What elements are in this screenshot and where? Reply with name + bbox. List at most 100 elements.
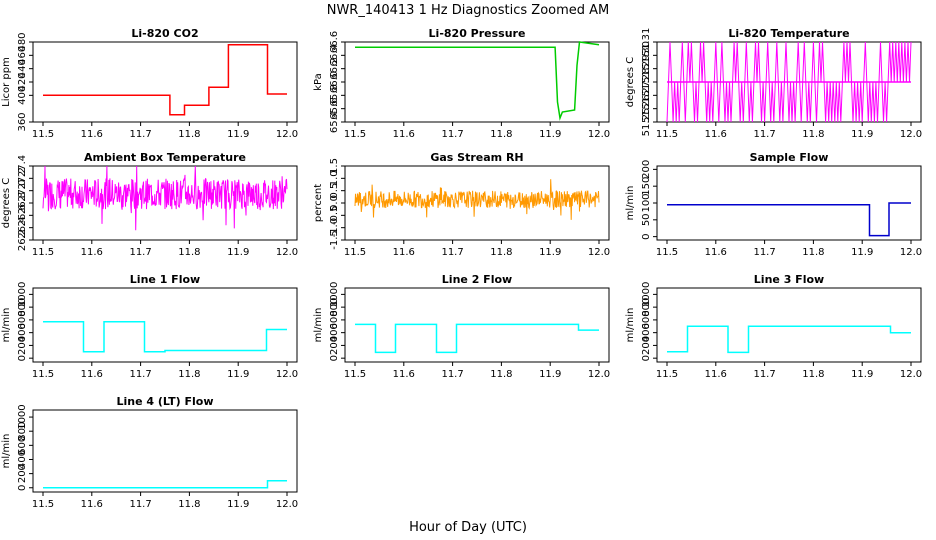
x-tick-label: 12.0 — [276, 369, 298, 380]
chart-title: Sample Flow — [750, 151, 829, 164]
y-axis-label: ml/min — [625, 186, 636, 221]
y-tick-label: 420 — [17, 72, 28, 91]
x-tick-label: 11.9 — [539, 369, 561, 380]
y-axis-label: ml/min — [1, 434, 12, 469]
y-tick-label: 26.8 — [17, 192, 28, 214]
y-axis-label: Licor ppm — [1, 57, 12, 107]
x-tick-label: 11.5 — [32, 369, 54, 380]
x-tick-label: 11.6 — [81, 499, 103, 510]
x-tick-label: 11.9 — [227, 129, 249, 140]
y-tick-label: 51.26 — [641, 94, 652, 123]
x-tick-label: 11.7 — [753, 369, 775, 380]
y-tick-label: 1000 — [641, 282, 652, 307]
x-tick-label: 11.8 — [178, 369, 200, 380]
y-tick-label: -0.5 — [329, 206, 340, 226]
series-line — [355, 41, 600, 121]
y-tick-label: 1000 — [329, 282, 340, 307]
y-axis-label: percent — [313, 184, 324, 222]
x-tick-label: 11.5 — [656, 129, 678, 140]
x-tick-label: 12.0 — [588, 369, 610, 380]
y-tick-label: 0 — [641, 233, 652, 239]
y-tick-label: 66.2 — [329, 58, 340, 80]
x-tick-label: 11.8 — [178, 499, 200, 510]
y-tick-label: 1.0 — [329, 170, 340, 186]
x-tick-label: 11.8 — [802, 129, 824, 140]
x-tick-label: 11.6 — [393, 247, 415, 258]
x-tick-label: 11.6 — [81, 247, 103, 258]
x-tick-label: 11.8 — [178, 129, 200, 140]
chart-panel-2: Li-820 PressurekPa65.465.665.866.066.266… — [313, 27, 610, 140]
x-tick-label: 12.0 — [276, 129, 298, 140]
x-tick-label: 11.7 — [129, 499, 151, 510]
y-tick-label: -1.0 — [329, 218, 340, 238]
y-tick-label: 800 — [329, 298, 340, 317]
y-tick-label: 0 — [17, 355, 28, 361]
x-tick-label: 11.7 — [441, 129, 463, 140]
y-tick-label: 440 — [17, 59, 28, 78]
y-tick-label: 51.31 — [641, 28, 652, 57]
x-tick-label: 11.6 — [81, 129, 103, 140]
plot-frame — [32, 409, 298, 493]
series-line — [42, 165, 288, 231]
x-tick-label: 11.7 — [129, 369, 151, 380]
y-tick-label: 26.6 — [17, 204, 28, 226]
chart-panel-4: Ambient Box Temperature degrees C 26.226.4… — [1, 151, 298, 258]
y-tick-label: 65.8 — [329, 84, 340, 106]
y-tick-label: 150 — [641, 177, 652, 196]
y-tick-label: 400 — [17, 450, 28, 469]
x-tick-label: 11.5 — [656, 247, 678, 258]
x-tick-label: 11.5 — [32, 499, 54, 510]
x-tick-label: 11.6 — [705, 369, 727, 380]
y-tick-label: 1.5 — [329, 158, 340, 174]
x-tick-label: 11.7 — [129, 247, 151, 258]
chart-title: Line 1 Flow — [130, 273, 200, 286]
x-tick-label: 11.5 — [32, 129, 54, 140]
y-tick-label: 0.5 — [329, 183, 340, 199]
y-tick-label: 0 — [17, 485, 28, 491]
y-tick-label: 51.29 — [641, 54, 652, 83]
y-tick-label: 66.0 — [329, 71, 340, 93]
x-tick-label: 11.7 — [129, 129, 151, 140]
x-tick-label: 11.8 — [490, 129, 512, 140]
x-tick-label: 11.8 — [490, 247, 512, 258]
x-tick-label: 11.9 — [851, 129, 873, 140]
x-tick-label: 11.5 — [32, 247, 54, 258]
y-tick-label: 200 — [329, 336, 340, 355]
y-tick-label: 0 — [641, 355, 652, 361]
series-line — [355, 323, 599, 354]
series-line — [43, 479, 287, 489]
series-line — [43, 321, 287, 353]
y-tick-label: 800 — [17, 422, 28, 441]
x-tick-label: 11.8 — [490, 369, 512, 380]
y-tick-label: 400 — [17, 86, 28, 105]
y-tick-label: 0.0 — [329, 195, 340, 211]
x-tick-label: 11.9 — [227, 499, 249, 510]
y-tick-label: 66.4 — [329, 44, 340, 66]
y-tick-label: 100 — [641, 193, 652, 212]
x-tick-label: 11.6 — [705, 247, 727, 258]
series-line — [667, 202, 911, 237]
y-tick-label: 200 — [17, 336, 28, 355]
plot-frame — [32, 41, 298, 123]
x-tick-label: 11.6 — [393, 369, 415, 380]
y-tick-label: 460 — [17, 46, 28, 65]
x-tick-label: 11.8 — [802, 369, 824, 380]
series-line — [667, 325, 911, 354]
y-tick-label: 27.0 — [17, 180, 28, 202]
plot-frame — [656, 165, 922, 241]
y-axis-label: ml/min — [313, 308, 324, 343]
y-tick-label: 600 — [641, 310, 652, 329]
y-tick-label: 50 — [641, 213, 652, 226]
y-tick-label: 51.27 — [641, 81, 652, 110]
y-tick-label: 480 — [17, 32, 28, 51]
x-tick-label: 11.5 — [344, 129, 366, 140]
chart-title: Line 3 Flow — [754, 273, 824, 286]
x-tick-label: 11.9 — [851, 369, 873, 380]
y-tick-label: 600 — [17, 436, 28, 455]
x-tick-label: 11.7 — [441, 247, 463, 258]
y-tick-label: 800 — [17, 298, 28, 317]
plot-frame — [656, 287, 922, 363]
